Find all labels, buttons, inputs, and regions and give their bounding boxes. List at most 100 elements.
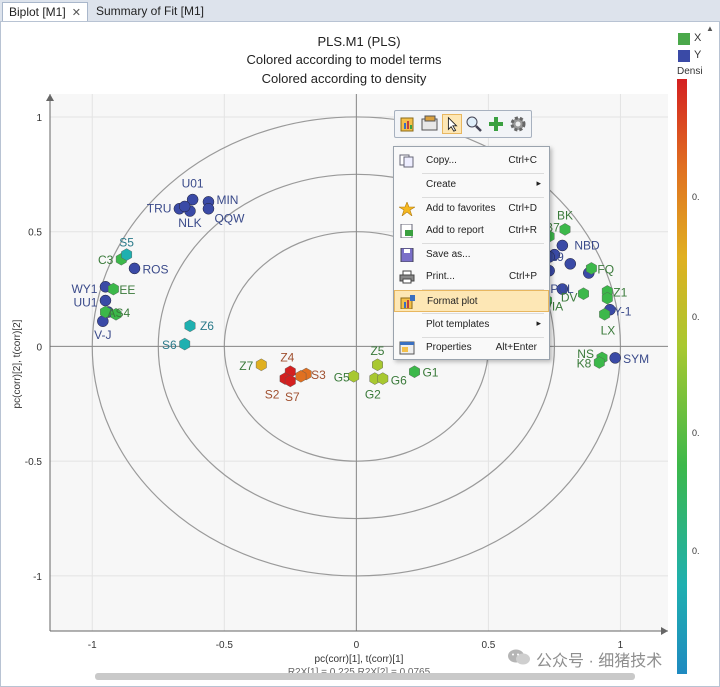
close-icon[interactable]: ✕ xyxy=(71,7,81,19)
point-label: AS4 xyxy=(107,306,130,320)
menu-label: Properties xyxy=(426,342,472,353)
menu-label: Save as... xyxy=(426,249,471,260)
x-tick-label: 1 xyxy=(618,640,624,651)
legend-x-label: X xyxy=(694,32,702,44)
menu-add-to-report[interactable]: Add to report Ctrl+R xyxy=(394,220,549,242)
add-icon[interactable] xyxy=(486,114,506,134)
point-label: EE xyxy=(119,283,135,297)
point-label: S3 xyxy=(311,368,326,382)
tab-summary-of-fit[interactable]: Summary of Fit [M1] xyxy=(90,2,210,20)
x-variable-point xyxy=(593,356,605,369)
point-label: V-J xyxy=(94,328,111,342)
point-label: G1 xyxy=(422,366,438,380)
menu-shortcut: Ctrl+D xyxy=(508,203,537,214)
menu-divider xyxy=(422,313,544,314)
point-label: Z4 xyxy=(280,351,294,365)
x-variable-point xyxy=(599,308,610,321)
point-label: S6 xyxy=(162,338,177,352)
open-icon[interactable] xyxy=(420,114,440,134)
menu-print[interactable]: Print... Ctrl+P xyxy=(394,266,549,288)
density-title: Densi xyxy=(677,66,703,77)
point-label: Y-1 xyxy=(614,305,632,319)
y-tick-label: -0.5 xyxy=(25,457,43,468)
plot-toolbar xyxy=(394,110,532,138)
point-label: NBD xyxy=(574,238,600,252)
x-variable-point xyxy=(179,337,191,351)
settings-gear-icon[interactable] xyxy=(508,114,528,134)
menu-create[interactable]: Create ▸ xyxy=(394,174,549,196)
tab-biplot[interactable]: Biplot [M1] ✕ xyxy=(2,2,88,21)
x-axis-arrow xyxy=(661,627,668,635)
x-variable-point xyxy=(348,370,360,383)
x-variable-point xyxy=(110,308,122,321)
y-variable-point xyxy=(556,283,569,295)
tab-summary-label: Summary of Fit [M1] xyxy=(96,4,205,18)
menu-divider xyxy=(422,289,544,290)
x-axis-label: pc(corr)[1], t(corr)[1] xyxy=(315,654,404,665)
x-variable-point xyxy=(295,370,307,383)
y-variable-point xyxy=(186,193,199,206)
menu-label: Plot templates xyxy=(426,319,490,330)
save-icon xyxy=(400,248,414,262)
chart-title: PLS.M1 (PLS) xyxy=(317,34,400,49)
x-variable-point xyxy=(121,248,132,261)
properties-icon xyxy=(399,341,415,355)
point-label: BK xyxy=(557,208,573,222)
plot-area xyxy=(50,94,668,631)
y-axis-label: pc(corr)[2], t(corr)[2] xyxy=(12,319,23,408)
density-tick: 0. xyxy=(692,546,700,556)
x-variable-point xyxy=(255,358,267,372)
menu-format-plot[interactable]: Format plot xyxy=(394,290,549,312)
y-variable-point xyxy=(609,352,621,364)
legend-y-label: Y xyxy=(694,49,702,61)
legend-x-swatch xyxy=(678,33,690,45)
menu-divider xyxy=(422,173,544,174)
point-label: G6 xyxy=(391,374,407,388)
point-label: MIN xyxy=(216,193,238,207)
x-variable-point xyxy=(409,365,420,378)
x-variable-point xyxy=(586,262,597,275)
x-variable-point xyxy=(372,358,383,372)
menu-add-to-favorites[interactable]: Add to favorites Ctrl+D xyxy=(394,198,549,220)
y-variable-point xyxy=(178,200,191,213)
menu-divider xyxy=(422,197,544,198)
menu-save-as[interactable]: Save as... xyxy=(394,244,549,266)
horizontal-scrollbar[interactable] xyxy=(95,673,635,680)
menu-plot-templates[interactable]: Plot templates ▸ xyxy=(394,314,549,336)
menu-label: Print... xyxy=(426,271,455,282)
clipped-footer: R2X[1] = 0.225 R2X[2] = 0.0765 xyxy=(288,667,431,678)
point-label: QQW xyxy=(214,212,245,226)
chart-subtitle-1: Colored according to model terms xyxy=(246,52,442,67)
density-tick: 0. xyxy=(692,428,700,438)
menu-label: Copy... xyxy=(426,155,457,166)
y-variable-point xyxy=(564,258,577,270)
x-variable-point xyxy=(184,319,196,333)
x-variable-point xyxy=(578,287,589,300)
report-icon xyxy=(400,224,413,238)
y-tick-label: -1 xyxy=(33,572,42,583)
x-variable-point xyxy=(284,374,296,388)
format-plot-icon xyxy=(400,295,415,309)
context-menu: Copy... Ctrl+C Create ▸ Add to favorites… xyxy=(393,146,550,360)
density-tick: 0. xyxy=(692,312,700,322)
scroll-up-icon[interactable]: ▲ xyxy=(706,24,714,33)
point-label: NLK xyxy=(178,216,201,230)
wechat-logo-icon xyxy=(508,649,530,665)
y-variable-point xyxy=(99,294,112,307)
density-colorbar xyxy=(677,79,687,674)
y-axis-arrow xyxy=(46,94,54,101)
copy-chart-icon[interactable] xyxy=(398,114,418,134)
point-label: WY1 xyxy=(71,282,97,296)
point-label: TRU xyxy=(147,202,172,216)
x-variable-point xyxy=(559,223,571,236)
menu-shortcut: Ctrl+R xyxy=(508,225,537,236)
zoom-icon[interactable] xyxy=(464,114,484,134)
y-tick-label: 0.5 xyxy=(28,228,42,239)
point-label: G5 xyxy=(334,370,350,384)
menu-divider xyxy=(422,337,544,338)
menu-properties[interactable]: Properties Alt+Enter xyxy=(394,337,549,359)
menu-copy[interactable]: Copy... Ctrl+C xyxy=(394,150,549,172)
point-label: S7 xyxy=(285,390,300,404)
point-label: Z1 xyxy=(613,285,627,299)
select-pointer-icon[interactable] xyxy=(442,114,462,134)
